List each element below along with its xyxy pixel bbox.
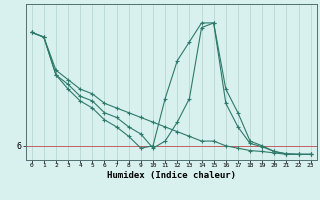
X-axis label: Humidex (Indice chaleur): Humidex (Indice chaleur): [107, 171, 236, 180]
